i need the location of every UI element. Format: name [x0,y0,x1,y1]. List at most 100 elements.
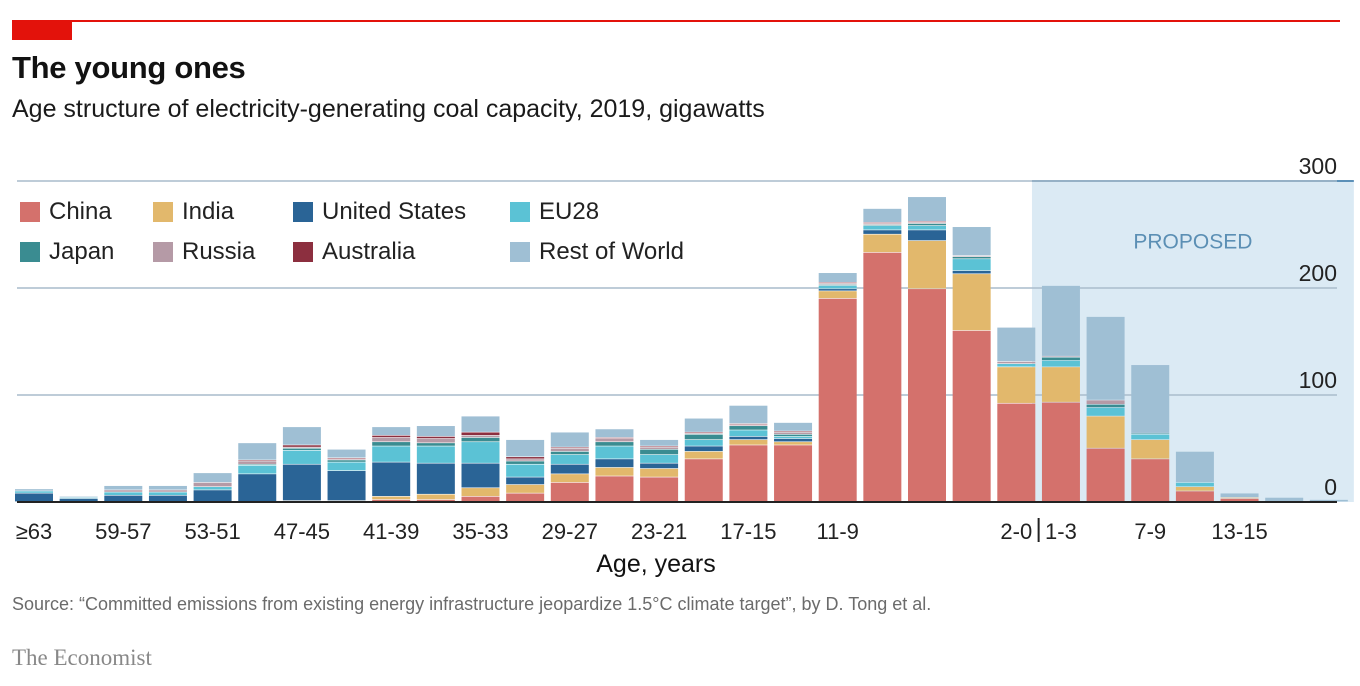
bar-rest-of-world [1265,497,1304,502]
bar-china [506,493,545,502]
x-tick-label: ≥63 [16,519,53,544]
bar-rest-of-world [104,485,143,490]
bar-rest-of-world [282,427,321,445]
bar-united-states [327,470,366,501]
bar-rest-of-world [1041,285,1080,356]
bar-eu28 [908,225,946,230]
bar-rest-of-world [238,443,277,460]
bar-rest-of-world [997,327,1036,362]
bar-eu28 [327,462,366,471]
bar-india [1131,439,1170,459]
bar-eu28 [416,446,455,463]
bar-russia [193,482,232,487]
y-tick-label: 300 [1299,153,1337,179]
bar-rest-of-world [15,489,53,491]
bar-china [1041,402,1080,502]
x-tick-label: 47-45 [274,519,330,544]
bar-japan [1086,404,1125,408]
bar-rest-of-world [193,473,232,483]
bar-united-states [506,477,545,485]
chart-subtitle: Age structure of electricity-generating … [12,95,765,123]
x-tick-label: 23-21 [631,519,687,544]
bar-russia [595,438,634,442]
bar-eu28 [863,225,902,230]
bar-india [372,496,411,500]
bar-rest-of-world [818,273,857,283]
bar-eu28 [282,450,321,464]
bar-eu28 [550,454,589,464]
bar-united-states [774,438,813,442]
bar-japan [372,442,411,446]
bar-china [818,298,857,502]
bar-japan [550,451,589,455]
bar-eu28 [952,259,991,271]
x-tick-label: 2-0 [1000,519,1032,544]
bar-rest-of-world [327,449,366,458]
bar-united-states [952,270,991,274]
bar-russia [640,447,679,449]
legend-swatch-icon [293,242,313,262]
bar-eu28 [15,491,53,493]
bar-japan [908,223,946,226]
bar-australia [461,432,500,436]
bar-eu28 [684,439,723,446]
bar-japan [774,434,813,437]
bar-india [461,488,500,497]
x-tick-label: 7-9 [1134,519,1166,544]
bar-india [908,240,946,289]
bar-japan [416,443,455,446]
legend-label: Japan [49,238,115,265]
bar-china [640,477,679,502]
bar-russia [550,448,589,452]
bar-russia [1086,400,1125,405]
bar-japan [506,461,545,464]
y-tick-label: 100 [1299,367,1337,393]
legend-label: Rest of World [539,238,684,265]
chart-title: The young ones [12,50,246,85]
bar-india [640,468,679,477]
legend-item-india: India [153,198,234,226]
bar-japan [952,256,991,259]
bar-rest-of-world [774,422,813,431]
bar-united-states [104,495,143,502]
bar-india [729,439,768,445]
bar-eu28 [1175,482,1214,487]
legend-label: India [182,198,235,225]
bar-united-states [282,464,321,501]
bar-china [416,499,455,502]
legend-swatch-icon [293,202,313,222]
bar-eu28 [372,446,411,462]
x-tick-label: 41-39 [363,519,419,544]
legend-item-japan: Japan [20,238,114,266]
x-axis-title: Age, years [596,550,716,578]
proposed-label: PROPOSED [1133,230,1252,253]
legend-swatch-icon [153,202,173,222]
legend-swatch-icon [20,242,40,262]
x-tick-label: 53-51 [184,519,240,544]
bar-eu28 [148,492,187,495]
bar-japan [729,426,768,430]
bar-china [684,459,723,502]
bar-eu28 [461,442,500,463]
bar-russia [506,459,545,461]
bar-russia [416,438,455,443]
bar-china [595,476,634,502]
x-tick-label: 13-15 [1211,519,1267,544]
bar-china [1175,491,1214,502]
bar-rest-of-world [1131,365,1170,433]
bar-rest-of-world [506,439,545,457]
x-tick-label: 29-27 [542,519,598,544]
bar-rest-of-world [1220,493,1259,498]
bar-china [461,496,500,502]
bar-china [1131,459,1170,502]
bar-japan [595,442,634,446]
bar-india [1086,416,1125,448]
bar-rest-of-world [863,208,902,223]
y-tick-label: 0 [1324,474,1337,500]
bar-rest-of-world [1309,499,1348,502]
bar-eu28 [1131,434,1170,440]
bar-india [818,291,857,299]
bar-india [774,442,813,445]
legend-label: Australia [322,238,416,265]
legend-item-rest-of-world: Rest of World [510,238,684,266]
